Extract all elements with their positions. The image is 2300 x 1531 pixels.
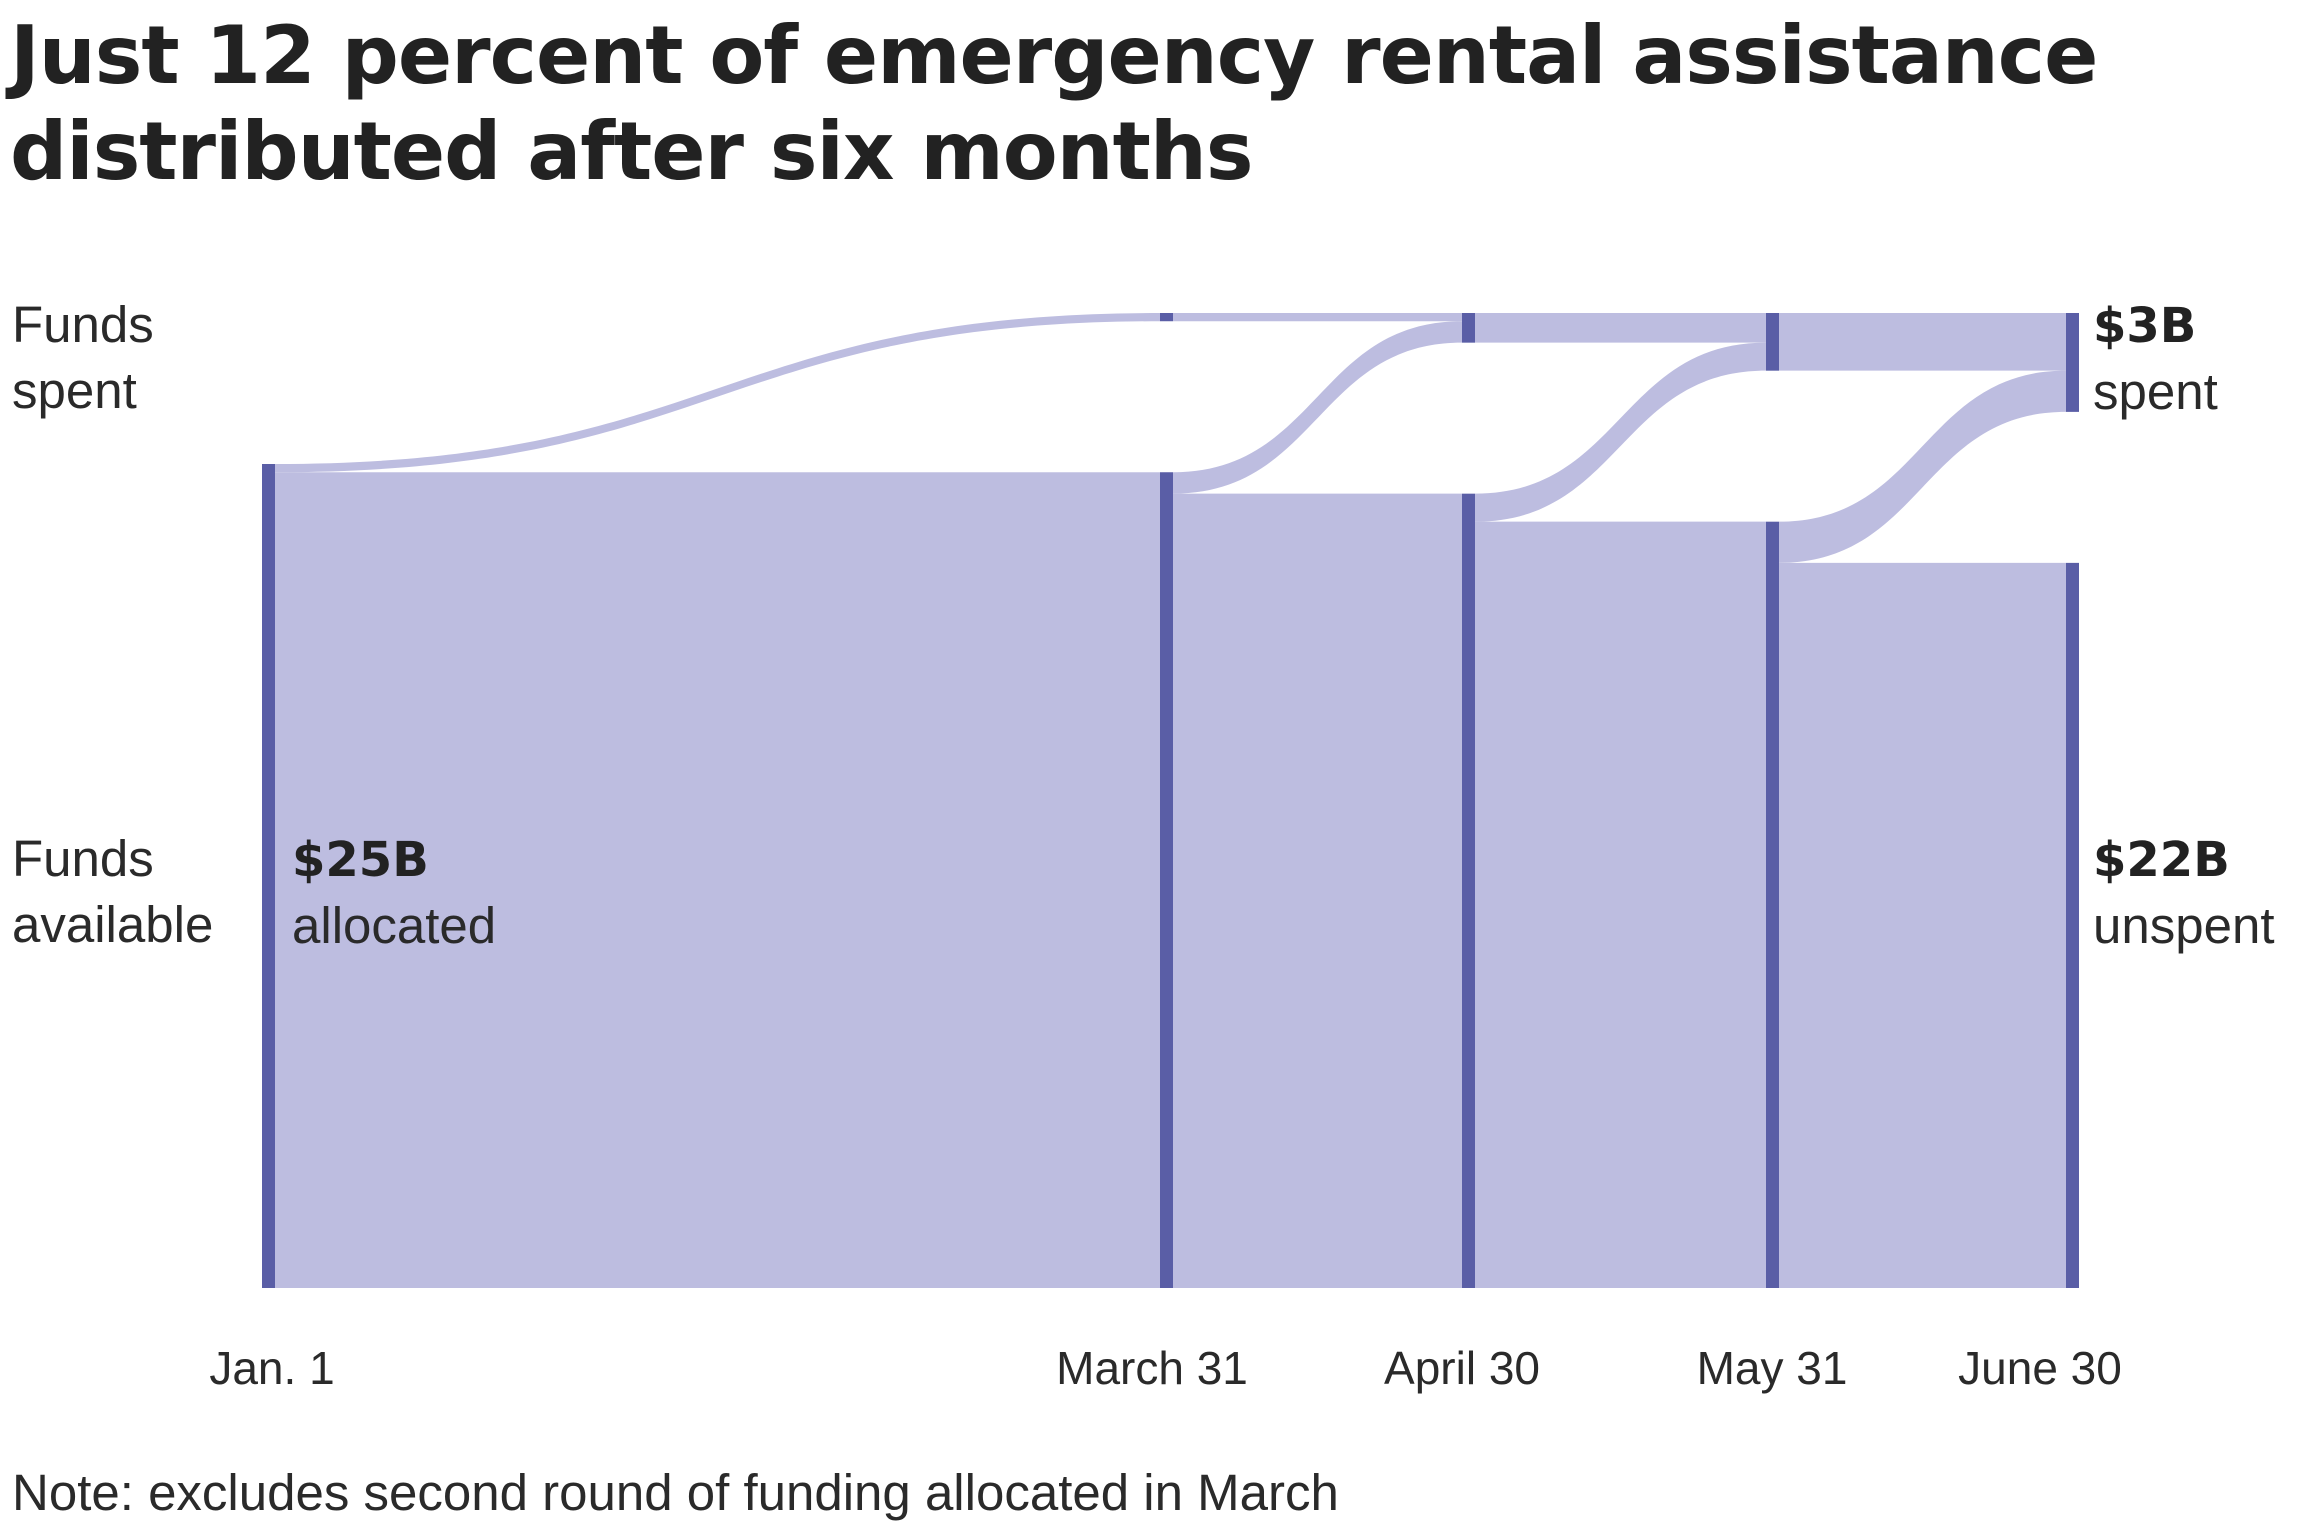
x-tick-april-30: April 30 — [1384, 1342, 1540, 1394]
flow-spent-carry-3 — [1475, 313, 1766, 343]
flow-unspent-2 — [1173, 493, 1462, 1288]
node-spent-2 — [1160, 313, 1173, 322]
row-label-available: Funds available — [12, 826, 213, 958]
node-available-4 — [1766, 521, 1779, 1288]
end-label-unspent: $22B unspent — [2093, 826, 2275, 959]
flow-unspent-4 — [1779, 562, 2066, 1288]
flow-newly-spent-3 — [1475, 342, 1766, 522]
node-available-5 — [2066, 562, 2079, 1288]
node-spent-5 — [2066, 313, 2079, 412]
flow-newly-spent-2 — [1173, 321, 1462, 494]
node-available-3 — [1462, 493, 1475, 1288]
row-label-available-line1: Funds — [12, 830, 154, 887]
flow-unspent-3 — [1475, 521, 1766, 1288]
flow-spent-carry-2 — [1173, 313, 1462, 322]
end-spent-value: $3B — [2093, 298, 2197, 354]
node-spent-3 — [1462, 313, 1475, 343]
x-tick-may-31: May 31 — [1696, 1342, 1848, 1394]
footnote: Note: excludes second round of funding a… — [12, 1464, 1339, 1521]
start-label: $25B allocated — [292, 826, 496, 959]
start-text: allocated — [292, 897, 497, 954]
chart-title: Just 12 percent of emergency rental assi… — [10, 9, 2098, 198]
end-unspent-value: $22B — [2093, 832, 2230, 888]
row-label-spent-line2: spent — [12, 362, 137, 419]
x-tick-june-30: June 30 — [1958, 1342, 2122, 1394]
start-value: $25B — [292, 832, 429, 888]
flow-spent-carry-4 — [1779, 313, 2066, 371]
end-spent-text: spent — [2093, 363, 2218, 420]
node-available-1 — [262, 464, 275, 1288]
flow-newly-spent-4 — [1779, 370, 2066, 563]
flow-newly-spent-1 — [275, 313, 1160, 473]
end-unspent-text: unspent — [2093, 897, 2275, 954]
flow-unspent-1 — [275, 472, 1160, 1288]
row-label-available-line2: available — [12, 896, 214, 953]
row-label-spent-line1: Funds — [12, 296, 154, 353]
row-label-spent: Funds spent — [12, 292, 154, 424]
end-label-spent: $3B spent — [2093, 292, 2218, 425]
x-tick-jan-1: Jan. 1 — [209, 1342, 335, 1394]
x-tick-march-31: March 31 — [1056, 1342, 1248, 1394]
node-available-2 — [1160, 472, 1173, 1288]
node-spent-4 — [1766, 313, 1779, 371]
